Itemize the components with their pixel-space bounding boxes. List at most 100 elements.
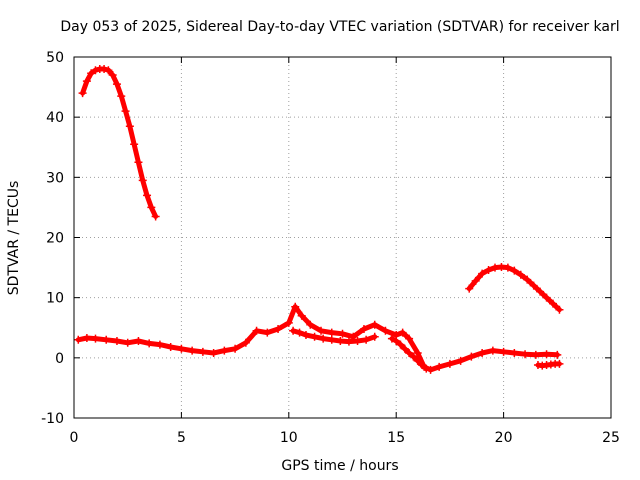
y-tick-label: 10: [46, 291, 64, 307]
data-point: [301, 330, 310, 339]
data-point: [510, 349, 519, 358]
y-tick-label: -10: [41, 411, 64, 427]
y-tick-label: 0: [55, 351, 64, 367]
x-axis-label: GPS time / hours: [281, 458, 398, 474]
data-point: [134, 158, 143, 167]
data-point: [274, 324, 283, 333]
series-arc-1: [78, 65, 160, 221]
data-point: [188, 346, 197, 355]
y-tick-label: 20: [46, 231, 64, 247]
data-points: [74, 65, 564, 374]
data-point: [82, 77, 91, 86]
y-tick-label: 50: [46, 50, 64, 66]
data-point: [117, 92, 126, 101]
data-point: [413, 349, 422, 358]
data-point: [82, 333, 91, 342]
data-point: [499, 347, 508, 356]
y-axis-label: SDTVAR / TECUs: [6, 181, 22, 296]
data-point: [549, 299, 558, 308]
data-point: [87, 69, 96, 78]
data-point: [516, 270, 525, 279]
x-axis-ticks: 0 5 10 15 20 25: [70, 57, 620, 446]
data-point: [306, 320, 315, 329]
x-tick-label: 20: [495, 430, 513, 446]
data-point: [396, 340, 405, 349]
data-point: [435, 362, 444, 371]
data-point: [125, 122, 134, 131]
data-point: [263, 328, 272, 337]
data-point: [100, 65, 109, 74]
data-point: [145, 339, 154, 348]
data-point: [353, 336, 362, 345]
data-point: [147, 203, 156, 212]
x-tick-label: 25: [602, 430, 620, 446]
chart-title: Day 053 of 2025, Sidereal Day-to-day VTE…: [60, 19, 619, 35]
series-arc-5: [533, 359, 564, 370]
data-point: [123, 338, 132, 347]
data-point: [445, 359, 454, 368]
data-point: [91, 66, 100, 75]
y-axis-ticks: -10 0 10 20 30 40 50: [41, 50, 611, 427]
data-point: [166, 343, 175, 352]
data-point: [553, 350, 562, 359]
series-arc-2: [74, 302, 562, 374]
data-point: [531, 350, 540, 359]
data-point: [151, 212, 160, 221]
data-point: [523, 275, 532, 284]
data-point: [130, 140, 139, 149]
data-point: [409, 352, 418, 361]
data-point: [478, 269, 487, 278]
data-point: [362, 335, 371, 344]
data-point: [289, 326, 298, 335]
data-point: [138, 176, 147, 185]
data-point: [336, 336, 345, 345]
data-point: [143, 191, 152, 200]
data-point: [231, 344, 240, 353]
data-point: [465, 284, 474, 293]
data-point: [319, 334, 328, 343]
data-point: [413, 356, 422, 365]
data-point: [471, 276, 480, 285]
data-point: [405, 334, 414, 343]
data-point: [291, 302, 300, 311]
data-point: [529, 281, 538, 290]
data-point: [241, 338, 250, 347]
data-point: [295, 328, 304, 337]
data-point: [381, 326, 390, 335]
data-point: [284, 318, 293, 327]
data-point: [398, 328, 407, 337]
x-tick-label: 10: [280, 430, 298, 446]
data-point: [359, 324, 368, 333]
data-point: [74, 335, 83, 344]
data-point: [317, 326, 326, 335]
y-tick-label: 40: [46, 110, 64, 126]
data-point: [108, 71, 117, 80]
series-arc-4: [387, 334, 431, 373]
data-point: [484, 265, 493, 274]
series-trace: [80, 66, 159, 219]
data-point: [400, 344, 409, 353]
data-point: [370, 320, 379, 329]
data-point: [252, 326, 261, 335]
data-point: [478, 349, 487, 358]
x-tick-label: 15: [387, 430, 405, 446]
data-point: [121, 107, 130, 116]
data-point: [177, 344, 186, 353]
data-point: [422, 364, 431, 373]
data-point: [521, 350, 530, 359]
x-tick-label: 0: [70, 430, 79, 446]
data-point: [209, 349, 218, 358]
data-point: [456, 356, 465, 365]
data-point: [327, 335, 336, 344]
data-point: [387, 334, 396, 343]
data-point: [112, 336, 121, 345]
data-point: [405, 349, 414, 358]
x-tick-label: 5: [177, 430, 186, 446]
data-point: [542, 350, 551, 359]
data-point: [297, 311, 306, 320]
data-point: [555, 359, 564, 368]
data-point: [536, 287, 545, 296]
data-point: [112, 80, 121, 89]
data-point: [198, 347, 207, 356]
data-point: [542, 293, 551, 302]
